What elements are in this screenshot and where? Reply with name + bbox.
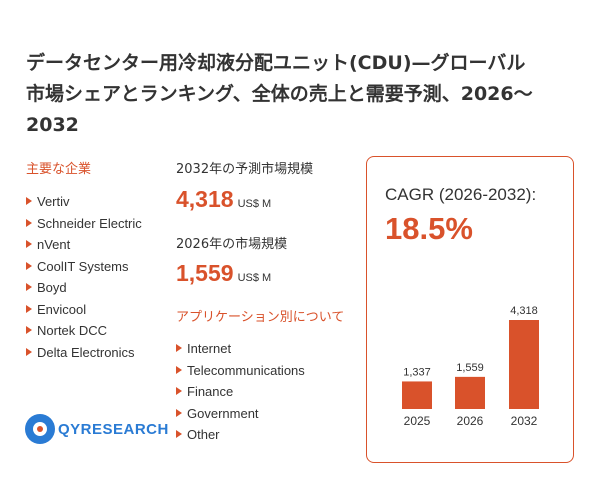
applications-list: Internet Telecommunications Finance Governm…	[176, 338, 305, 446]
bar-2026	[455, 376, 485, 409]
applications-heading: アプリケーション別について	[176, 310, 345, 325]
bullet-triangle-icon	[26, 218, 32, 227]
bar-2025	[402, 381, 432, 409]
bullet-triangle-icon	[26, 261, 32, 270]
company-item-label: nVent	[37, 237, 71, 252]
cagr-panel: CAGR (2026-2032): 18.5% 1,337 2025 1,559 20…	[366, 156, 574, 463]
title-line-2: 市場シェアとランキング、全体の売上と需要予測、2026～	[26, 83, 533, 105]
application-item: Government	[176, 403, 305, 425]
forecast-label: 2032年の予測市場規模	[176, 162, 314, 177]
title-line-3: 2032	[26, 114, 79, 136]
bullet-triangle-icon	[26, 304, 32, 313]
title-line-1: データセンター用冷却液分配ユニット(CDU)—グローバル	[26, 52, 526, 74]
bullet-triangle-icon	[26, 326, 32, 334]
application-item-label: Finance	[187, 384, 234, 399]
x-tick-label: 2025	[404, 414, 431, 428]
bullet-triangle-icon	[176, 430, 182, 438]
application-item: Telecommunications	[176, 360, 305, 382]
bar-value-label: 4,318	[510, 305, 538, 317]
forecast-stat: 4,318 US$ M	[176, 186, 271, 213]
bullet-triangle-icon	[176, 365, 182, 374]
application-item-label: Other	[187, 427, 220, 442]
companies-list: Vertiv Schneider Electric nVent CoolIT Syst…	[26, 191, 142, 363]
bullet-triangle-icon	[26, 197, 32, 205]
qyresearch-logo: QYRESEARCH	[25, 414, 169, 444]
cagr-value: 18.5%	[385, 211, 473, 246]
application-item-label: Internet	[187, 341, 232, 356]
current-stat: 1,559 US$ M	[176, 260, 271, 287]
company-item-label: Boyd	[37, 280, 67, 295]
application-item-label: Government	[187, 405, 259, 421]
forecast-value: 4,318	[176, 186, 234, 212]
company-item-label: Schneider Electric	[37, 215, 142, 231]
bar-value-label: 1,559	[456, 362, 484, 374]
company-item: Vertiv	[26, 191, 142, 213]
bullet-triangle-icon	[176, 387, 182, 395]
bar-2032	[509, 320, 539, 409]
companies-heading: 主要な企業	[26, 162, 92, 177]
current-unit: US$ M	[237, 272, 272, 284]
bullet-triangle-icon	[26, 283, 32, 291]
company-item: Boyd	[26, 277, 142, 299]
company-item: Nortek DCC	[26, 320, 142, 342]
globe-icon	[25, 414, 55, 444]
logo-text: QYRESEARCH	[58, 420, 169, 438]
page-title: データセンター用冷却液分配ユニット(CDU)—グローバル 市場シェアとランキング…	[26, 48, 576, 141]
x-tick-label: 2032	[511, 414, 538, 428]
bullet-triangle-icon	[176, 344, 182, 352]
x-tick-label: 2026	[457, 414, 484, 428]
company-item-label: Delta Electronics	[37, 344, 135, 360]
company-item: Envicool	[26, 299, 142, 321]
bullet-triangle-icon	[26, 240, 32, 248]
application-item: Internet	[176, 338, 305, 360]
current-label: 2026年の市場規模	[176, 237, 288, 252]
bar-value-label: 1,337	[403, 366, 431, 378]
application-item: Other	[176, 424, 305, 446]
application-item-label: Telecommunications	[187, 362, 305, 378]
company-item-label: Vertiv	[37, 194, 70, 209]
forecast-unit: US$ M	[237, 198, 272, 210]
cagr-label: CAGR (2026-2032):	[385, 185, 537, 204]
current-value: 1,559	[176, 260, 234, 286]
bullet-triangle-icon	[26, 347, 32, 356]
bullet-triangle-icon	[176, 408, 182, 417]
company-item-label: CoolIT Systems	[37, 258, 129, 274]
company-item-label: Nortek DCC	[37, 323, 108, 338]
company-item: CoolIT Systems	[26, 256, 142, 278]
market-size-bar-chart: 1,337 2025 1,559 2026 4,318 2032	[402, 305, 539, 428]
application-item: Finance	[176, 381, 305, 403]
company-item: Schneider Electric	[26, 213, 142, 235]
company-item-label: Envicool	[37, 301, 87, 317]
company-item: nVent	[26, 234, 142, 256]
company-item: Delta Electronics	[26, 342, 142, 364]
